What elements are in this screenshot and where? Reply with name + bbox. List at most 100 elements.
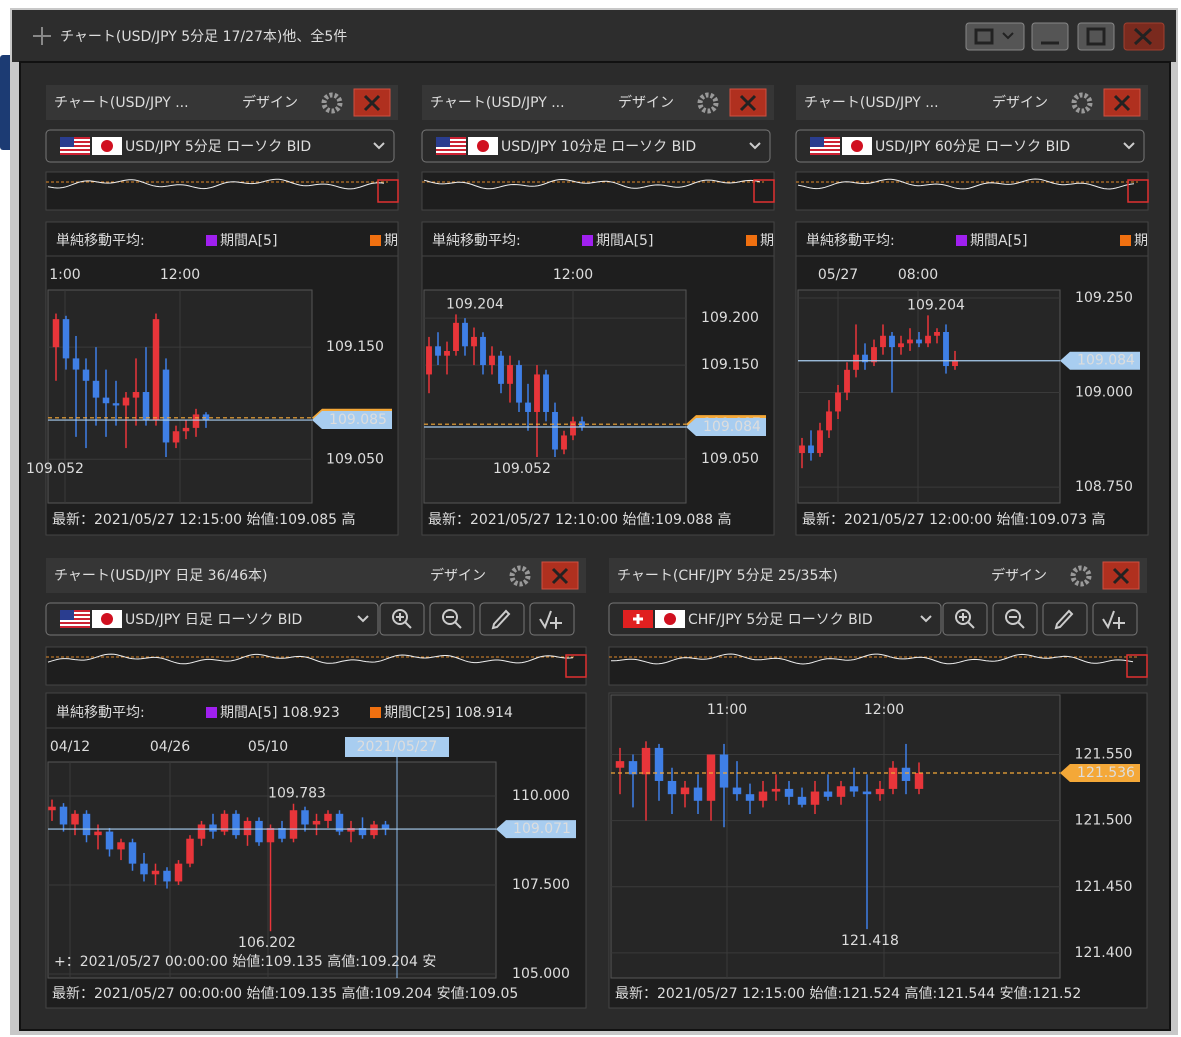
candle-body	[907, 339, 913, 344]
settings-icon[interactable]	[1071, 92, 1093, 114]
flag-stripe	[436, 137, 466, 139]
candle-body	[498, 355, 504, 384]
candle-body	[516, 365, 522, 403]
overview-strip	[608, 646, 1148, 686]
chevron	[1002, 32, 1014, 40]
flag-canton	[810, 137, 824, 147]
time-label: 05/27	[818, 267, 858, 283]
legend-label: 期間A[5]	[220, 233, 277, 249]
flag-stripe	[436, 149, 466, 151]
legend-label: 期	[1134, 233, 1148, 249]
settings-icon[interactable]	[509, 565, 531, 587]
panel-close[interactable]	[729, 88, 767, 117]
candle-body	[220, 813, 229, 832]
candle-body	[266, 828, 275, 843]
flag-stripe	[810, 149, 840, 151]
legend-swatch	[956, 235, 967, 246]
selector-label: CHF/JPY 5分足 ローソク BID	[688, 612, 873, 628]
settings-icon[interactable]	[697, 92, 719, 114]
overview-line	[610, 653, 1134, 665]
candle-body	[102, 397, 110, 404]
panel-close-icon	[1113, 94, 1131, 112]
tool-button[interactable]	[992, 602, 1038, 636]
overview-window[interactable]	[377, 179, 399, 203]
design-button[interactable]: デザイン	[618, 94, 674, 111]
overview-window[interactable]	[753, 179, 775, 203]
pen-icon	[491, 609, 511, 630]
legend-swatch	[1120, 235, 1131, 246]
move-icon[interactable]	[33, 27, 51, 45]
candle-body	[849, 786, 859, 792]
plot-area	[610, 694, 1061, 979]
tool-button[interactable]	[529, 602, 575, 636]
design-button[interactable]: デザイン	[430, 567, 486, 584]
tool-button[interactable]	[942, 602, 988, 636]
low-label: 109.052	[493, 461, 551, 477]
settings-icon[interactable]	[321, 92, 343, 114]
panel-title: チャート(USD/JPY ...	[804, 95, 939, 111]
time-highlight	[345, 737, 449, 757]
zoom-icon	[442, 609, 458, 625]
time-label: 1:00	[49, 267, 80, 283]
flag-stripe	[60, 145, 90, 147]
candle-body	[347, 828, 355, 832]
flag-jp-sun	[101, 613, 113, 625]
tool-button[interactable]	[1092, 602, 1138, 636]
symbol-selector[interactable]	[795, 129, 1145, 163]
candle-body	[59, 806, 68, 825]
candle-body	[745, 794, 755, 801]
panel-title: チャート(USD/JPY ...	[430, 95, 565, 111]
candle-body	[192, 414, 200, 428]
candle-body	[871, 347, 877, 363]
tool-button[interactable]	[429, 602, 475, 636]
overview-window[interactable]	[1126, 654, 1148, 678]
candle-body	[853, 354, 859, 370]
minimize-button[interactable]	[1031, 22, 1069, 51]
candle-body	[52, 319, 60, 348]
symbol-selector[interactable]	[608, 602, 942, 636]
symbol-selector[interactable]	[45, 602, 379, 636]
legend-swatch	[582, 235, 593, 246]
candle-body	[507, 365, 513, 384]
candle-body	[570, 421, 576, 436]
tool-button[interactable]	[479, 602, 525, 636]
symbol-selector[interactable]	[421, 129, 771, 163]
candle-body	[808, 445, 814, 454]
candle-body	[916, 339, 922, 344]
candle-body	[444, 350, 450, 356]
tool-button[interactable]	[1042, 602, 1088, 636]
maximize-button[interactable]	[1077, 22, 1115, 51]
overview-line	[47, 178, 385, 190]
high-label: 109.204	[446, 296, 504, 312]
candle-body	[875, 788, 885, 795]
legend-label: 期間A[5] 108.923	[220, 705, 340, 721]
candle-body	[889, 335, 895, 348]
price-tick-label: 109.000	[1075, 385, 1133, 401]
candle-body	[898, 343, 904, 348]
price-tick-label: 121.400	[1075, 945, 1133, 961]
design-button[interactable]: デザイン	[242, 94, 298, 111]
time-label: 04/26	[150, 739, 190, 755]
overview-window[interactable]	[565, 654, 587, 678]
candle-body	[117, 842, 125, 850]
candle-body	[799, 445, 805, 454]
candle-body	[312, 820, 321, 825]
settings-icon[interactable]	[1070, 565, 1092, 587]
window-title: チャート(USD/JPY 5分足 17/27本)他、全5件	[60, 28, 347, 45]
symbol-selector[interactable]	[45, 129, 395, 163]
design-button[interactable]: デザイン	[991, 567, 1047, 584]
panel-close[interactable]	[1103, 88, 1141, 117]
candle-body	[94, 831, 102, 836]
legend-label: 期間A[5]	[596, 233, 653, 249]
low-label: 106.202	[238, 935, 296, 951]
design-button[interactable]: デザイン	[992, 94, 1048, 111]
tool-button[interactable]	[379, 602, 425, 636]
footer-info: 最新：2021/05/27 00:00:00 始値:109.135 高値:109…	[52, 985, 518, 1002]
candle-body	[525, 402, 531, 412]
side-tab[interactable]	[0, 55, 13, 150]
candle-body	[82, 813, 91, 836]
overview-window[interactable]	[1127, 179, 1149, 203]
price-tick-label: 109.050	[701, 451, 759, 467]
candle-body	[534, 374, 540, 412]
